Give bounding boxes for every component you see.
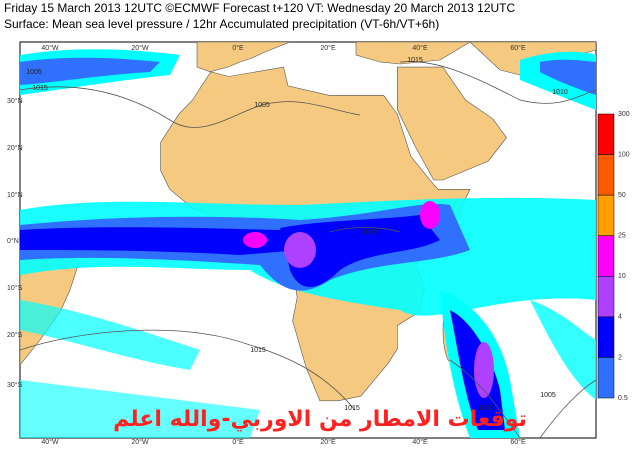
legend-label: 0.5: [618, 395, 628, 402]
lat-label: 20°N: [7, 144, 23, 152]
map-body: 1005 1015 1005 1005 1015 1010 1015 1015 1005 1005: [20, 42, 596, 438]
header-line2: Surface: Mean sea level pressure / 12hr …: [4, 17, 439, 31]
lon-label: 20°E: [320, 438, 336, 446]
lon-label: 40°E: [412, 438, 428, 446]
legend-label: 50: [618, 192, 626, 199]
isobar-label: 1015: [250, 347, 266, 354]
isobar-label: 1005: [478, 405, 494, 412]
legend-band: [597, 154, 615, 196]
lon-label: 20°W: [131, 438, 149, 446]
lon-label: 0°E: [232, 438, 244, 446]
lat-label: 0°N: [7, 237, 19, 245]
isobar-label: 1010: [552, 89, 568, 96]
legend-label: 100: [618, 151, 630, 158]
isobars: [20, 61, 596, 438]
isobar-label: 1005: [254, 102, 270, 109]
legend-label: 300: [618, 111, 630, 118]
legend-band: [597, 357, 615, 399]
isobar-label: 1005: [540, 392, 556, 399]
legend-band: [597, 235, 615, 277]
lat-label: 10°S: [7, 284, 23, 292]
legend-band: [597, 194, 615, 236]
legend-band: [597, 113, 615, 155]
lon-label: 20°E: [320, 44, 336, 52]
isobar-label: 1015: [344, 405, 360, 412]
isobar-label: 1005: [362, 229, 378, 236]
lon-label: 40°W: [41, 438, 59, 446]
lon-label: 40°E: [412, 44, 428, 52]
legend-label: 10: [618, 273, 626, 280]
lon-label: 0°E: [232, 44, 244, 52]
lat-label: 30°S: [7, 381, 23, 389]
isobar-label: 1015: [32, 85, 48, 92]
legend-label: 25: [618, 233, 626, 240]
overlay-text: توقعات الامطار من الاوربي-والله اعلم: [113, 407, 527, 432]
lon-label: 20°W: [131, 44, 149, 52]
lon-label: 40°W: [41, 44, 59, 52]
lat-label: 20°S: [7, 331, 23, 339]
lat-label: 10°N: [7, 191, 23, 199]
lon-label: 60°E: [510, 44, 526, 52]
lat-label: 30°N: [7, 97, 23, 105]
legend-band: [597, 316, 615, 358]
isobar-label: 1005: [26, 69, 42, 76]
legend-band: [597, 276, 615, 318]
isobar-label: 1015: [407, 57, 423, 64]
header-line1: Friday 15 March 2013 12UTC ©ECMWF Foreca…: [4, 1, 516, 15]
precipitation: [20, 49, 596, 438]
legend-label: 4: [618, 314, 622, 321]
legend-label: 2: [618, 354, 622, 361]
lon-label: 60°E: [510, 438, 526, 446]
